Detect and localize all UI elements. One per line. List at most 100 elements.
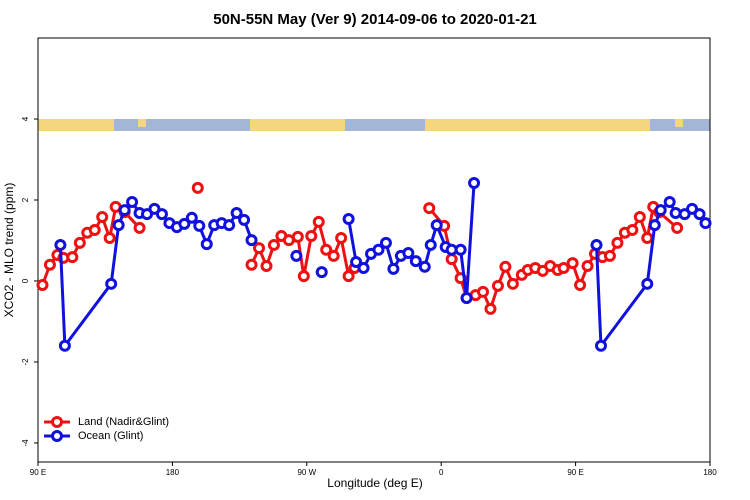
data-point xyxy=(402,247,415,260)
data-point xyxy=(603,249,616,262)
data-point xyxy=(484,302,497,315)
data-point xyxy=(54,238,67,251)
data-point xyxy=(155,208,168,221)
data-point xyxy=(342,270,355,283)
data-point xyxy=(491,279,504,292)
data-point xyxy=(238,213,251,226)
data-point xyxy=(118,204,131,217)
data-point xyxy=(105,277,118,290)
legend-marker xyxy=(51,416,63,428)
data-point xyxy=(260,259,273,272)
x-tick-label: 180 xyxy=(166,468,180,477)
data-point xyxy=(112,219,125,232)
data-point xyxy=(557,262,570,275)
data-point xyxy=(418,260,431,273)
data-point xyxy=(387,262,400,275)
data-point xyxy=(291,230,304,243)
data-point xyxy=(335,232,348,245)
plot-frame xyxy=(37,37,711,463)
data-point xyxy=(445,253,458,266)
data-point xyxy=(36,279,49,292)
data-point xyxy=(267,238,280,251)
data-point xyxy=(253,242,266,255)
data-point xyxy=(423,202,436,215)
legend-marker xyxy=(51,430,63,442)
y-tick-label: -4 xyxy=(21,439,30,447)
data-point xyxy=(58,339,71,352)
data-point xyxy=(342,213,355,226)
data-point xyxy=(320,243,333,256)
data-point xyxy=(357,262,370,275)
data-point xyxy=(193,219,206,232)
data-point xyxy=(315,266,328,279)
data-point xyxy=(96,210,109,223)
data-point xyxy=(73,236,86,249)
data-point xyxy=(566,257,579,270)
data-point xyxy=(626,223,639,236)
data-point xyxy=(312,215,325,228)
data-point xyxy=(686,202,699,215)
data-point xyxy=(424,238,437,251)
data-point xyxy=(379,236,392,249)
y-tick-label: 2 xyxy=(21,197,30,202)
data-point xyxy=(663,196,676,209)
data-point xyxy=(372,243,385,256)
data-point xyxy=(633,210,646,223)
data-point xyxy=(641,232,654,245)
data-point xyxy=(88,223,101,236)
data-point xyxy=(126,196,139,209)
data-point xyxy=(430,219,443,232)
y-tick-label: -2 xyxy=(21,358,30,366)
data-point xyxy=(468,176,481,189)
data-point xyxy=(305,230,318,243)
data-point xyxy=(506,277,519,290)
data-point xyxy=(297,270,310,283)
data-point xyxy=(693,208,706,221)
data-point xyxy=(654,204,667,217)
x-tick-label: 180 xyxy=(703,468,717,477)
y-tick-label: 0 xyxy=(21,278,30,283)
data-point xyxy=(133,221,146,234)
data-point xyxy=(499,260,512,273)
data-point xyxy=(141,208,154,221)
chart-title: 50N-55N May (Ver 9) 2014-09-06 to 2020-0… xyxy=(213,11,537,28)
data-point xyxy=(648,219,661,232)
data-point xyxy=(185,211,198,224)
x-tick-label: 0 xyxy=(439,468,444,477)
data-point xyxy=(66,251,79,264)
data-point xyxy=(148,202,161,215)
x-axis-label: Longitude (deg E) xyxy=(327,476,422,490)
data-point xyxy=(611,236,624,249)
data-point xyxy=(245,234,258,247)
data-point xyxy=(200,238,213,251)
data-point xyxy=(350,255,363,268)
data-point xyxy=(678,208,691,221)
data-point xyxy=(641,277,654,290)
data-point xyxy=(103,232,116,245)
data-point xyxy=(460,291,473,304)
data-point xyxy=(245,258,258,271)
legend-label: Land (Nadir&Glint) xyxy=(78,416,169,428)
x-tick-label: 90 E xyxy=(30,468,46,477)
x-tick-label: 90 E xyxy=(567,468,583,477)
data-point xyxy=(671,221,684,234)
data-point xyxy=(178,217,191,230)
data-point xyxy=(327,249,340,262)
y-axis-label: XCO2 - MLO trend (ppm) xyxy=(2,183,16,318)
map-band xyxy=(38,119,710,131)
data-point xyxy=(581,259,594,272)
data-point xyxy=(699,217,712,230)
data-point xyxy=(290,249,303,262)
data-point xyxy=(409,255,422,268)
data-point xyxy=(230,206,243,219)
data-point xyxy=(43,258,56,271)
data-point xyxy=(590,238,603,251)
data-point xyxy=(594,339,607,352)
legend-label: Ocean (Glint) xyxy=(78,430,143,442)
data-point xyxy=(574,279,587,292)
data-point xyxy=(191,181,204,194)
data-point xyxy=(223,219,236,232)
data-point xyxy=(454,243,467,256)
y-tick-label: 4 xyxy=(21,116,30,121)
